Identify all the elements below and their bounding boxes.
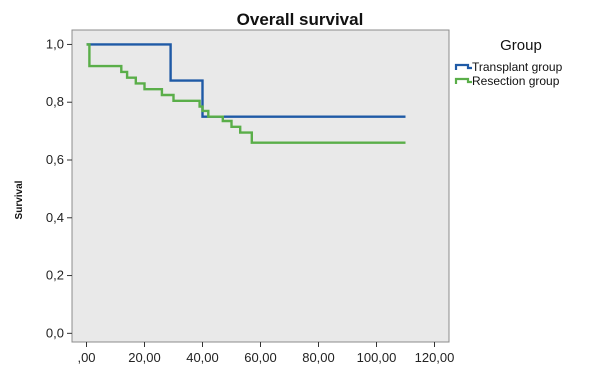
y-tick-label: 0,0 [46,325,64,340]
legend-title: Group [500,37,542,54]
series-layer [86,43,406,144]
x-axis-ticks: ,00 20,00 40,00 60,00 80,00 100,00 120,00 [77,342,454,365]
legend-item: Resection group [454,74,560,88]
legend-swatch [454,63,472,70]
x-tick-label: 120,00 [415,350,455,365]
y-axis-label: Survival [14,180,25,219]
legend-label: Transplant group [472,60,563,74]
series-line-resection [86,43,406,144]
x-tick-label: 80,00 [302,350,335,365]
series-line-transplant [86,43,406,118]
x-tick-label: 20,00 [128,350,161,365]
legend-item: Transplant group [454,60,563,74]
x-tick-label: 40,00 [186,350,219,365]
legend-swatch [454,77,472,84]
x-tick-label: ,00 [77,350,95,365]
legend-label: Resection group [472,74,560,88]
y-tick-label: 0,4 [46,210,64,225]
x-tick-label: 60,00 [244,350,277,365]
chart-title: Overall survival [237,10,364,29]
y-tick-label: 0,8 [46,94,64,109]
y-tick-label: 0,2 [46,268,64,283]
y-axis-ticks: 0,0 0,2 0,4 0,6 0,8 1,0 [46,36,72,340]
y-tick-label: 0,6 [46,152,64,167]
x-tick-label: 100,00 [357,350,397,365]
y-tick-label: 1,0 [46,36,64,51]
